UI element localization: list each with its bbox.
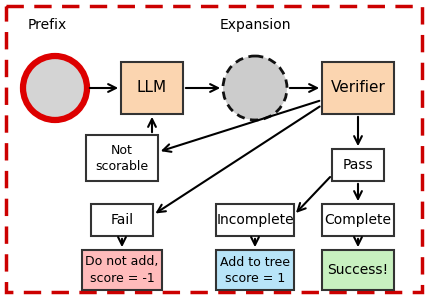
Text: Fail: Fail bbox=[110, 213, 134, 227]
Bar bbox=[322, 250, 394, 290]
Bar bbox=[86, 135, 158, 181]
Bar bbox=[82, 250, 162, 290]
Bar bbox=[121, 62, 183, 114]
Text: Complete: Complete bbox=[324, 213, 392, 227]
Bar bbox=[322, 204, 394, 236]
Bar bbox=[216, 250, 294, 290]
Text: Do not add,
score = -1: Do not add, score = -1 bbox=[85, 255, 159, 285]
Text: LLM: LLM bbox=[137, 80, 167, 95]
Text: Pass: Pass bbox=[343, 158, 373, 172]
Bar bbox=[332, 149, 384, 181]
Bar bbox=[322, 62, 394, 114]
Bar bbox=[91, 204, 153, 236]
Text: Incomplete: Incomplete bbox=[216, 213, 294, 227]
Text: Add to tree
score = 1: Add to tree score = 1 bbox=[220, 255, 290, 285]
Text: Prefix: Prefix bbox=[28, 18, 67, 32]
Bar bbox=[216, 204, 294, 236]
Circle shape bbox=[23, 56, 87, 120]
Text: Success!: Success! bbox=[327, 263, 389, 277]
Text: Expansion: Expansion bbox=[219, 18, 291, 32]
Text: Not
scorable: Not scorable bbox=[95, 144, 149, 173]
Text: Verifier: Verifier bbox=[330, 80, 386, 95]
Circle shape bbox=[223, 56, 287, 120]
